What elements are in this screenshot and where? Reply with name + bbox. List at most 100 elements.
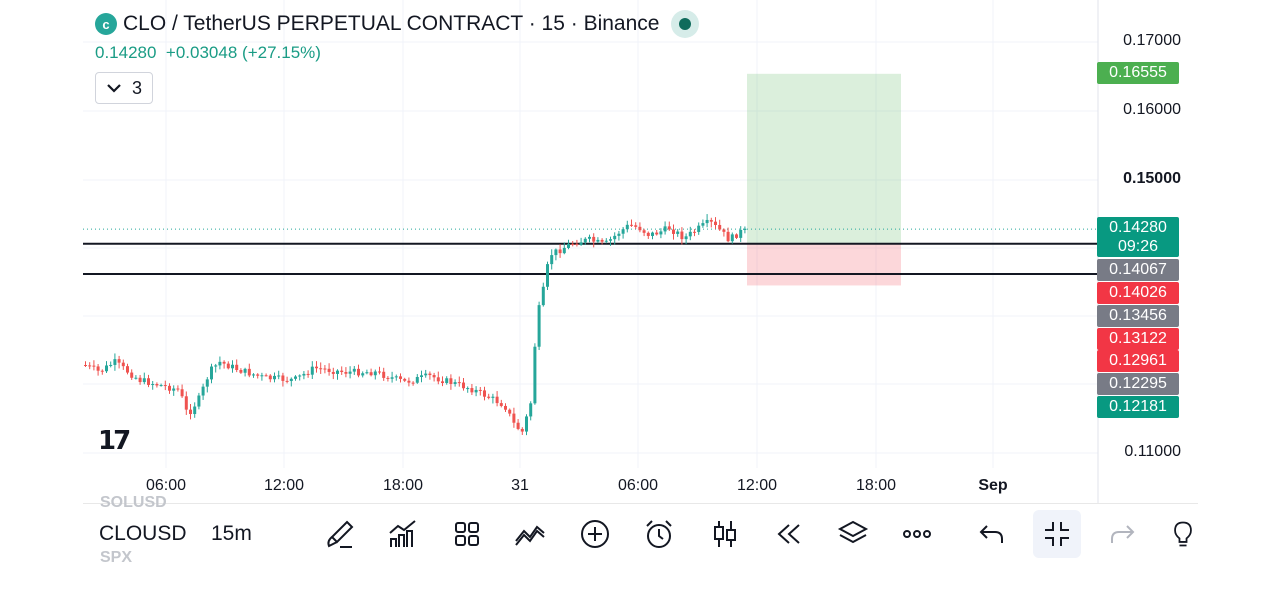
candle-body: [159, 385, 163, 387]
candle-body: [142, 378, 146, 383]
candle-body: [361, 373, 365, 376]
price-tick-label: 0.11000: [1124, 443, 1181, 460]
candle-body: [315, 366, 318, 369]
time-tick-label: 18:00: [382, 477, 424, 494]
price-tick-label: 0.15000: [1123, 170, 1181, 187]
candle-body: [285, 380, 289, 382]
price-tag-value: 0.13456: [1109, 307, 1167, 324]
candle-body: [504, 405, 507, 410]
time-tick-label: 31: [511, 477, 529, 494]
add-button[interactable]: [571, 510, 619, 558]
candle-body: [252, 374, 255, 376]
candle-body: [302, 373, 306, 376]
more-button[interactable]: [893, 510, 941, 558]
candle-body: [558, 249, 562, 254]
candle-body: [432, 375, 436, 378]
candle-body: [638, 226, 642, 231]
interval-selector[interactable]: 15m: [211, 522, 252, 545]
chart-type-button[interactable]: [701, 510, 749, 558]
candle-body: [659, 231, 663, 235]
candle-body: [201, 386, 205, 396]
symbol-selector[interactable]: CLOUSD: [99, 522, 187, 545]
candle-body: [701, 223, 705, 226]
candle-body: [205, 379, 209, 387]
drawing-tools-button[interactable]: [316, 510, 364, 558]
compare-button[interactable]: [506, 510, 554, 558]
candle-body: [667, 226, 671, 230]
chart-bars-icon: [389, 520, 416, 547]
candle-body: [92, 365, 96, 367]
candle-body: [268, 375, 272, 380]
undo-button[interactable]: [968, 510, 1016, 558]
symbol-header[interactable]: c CLO / TetherUS PERPETUAL CONTRACT · 15…: [95, 10, 700, 38]
candle-body: [672, 229, 675, 234]
candle-body: [109, 364, 113, 366]
alarm-icon: [646, 520, 672, 548]
candle-body: [651, 232, 654, 236]
candle-body: [340, 370, 344, 373]
price-tag: 0.16555: [1097, 62, 1179, 84]
candle-body: [529, 403, 533, 417]
price-tag-value: 0.14280: [1109, 219, 1167, 236]
brush-icon: [327, 520, 354, 548]
replay-button[interactable]: [764, 510, 812, 558]
time-tick-label: Sep: [978, 477, 1008, 494]
candle-body: [512, 413, 516, 423]
candle-body: [222, 361, 226, 364]
candle-body: [163, 385, 167, 387]
candle-body: [562, 247, 566, 254]
templates-button[interactable]: [443, 510, 491, 558]
alert-button[interactable]: [635, 510, 683, 558]
candle-body: [600, 239, 604, 242]
candle-body: [684, 236, 688, 240]
candle-body: [235, 364, 239, 371]
candle-body: [470, 388, 474, 393]
candle-body: [273, 375, 276, 380]
candle-body: [483, 390, 486, 397]
price-tag-value: 0.12295: [1109, 375, 1167, 392]
ghost-symbol-above: SOLUSD: [100, 494, 167, 511]
candle-body: [239, 370, 243, 373]
price-chart[interactable]: [83, 0, 1198, 503]
candles-icon: [714, 521, 736, 547]
candle-body: [210, 366, 213, 380]
candle-body: [735, 234, 738, 238]
redo-icon: [1111, 525, 1135, 543]
candle-body: [407, 380, 411, 383]
candle-body: [718, 224, 722, 230]
undo-icon: [979, 525, 1003, 543]
candle-body: [327, 368, 331, 372]
candle-body: [243, 368, 247, 373]
price-tag-value: 0.12961: [1109, 352, 1167, 369]
candle-body: [289, 378, 293, 382]
candle-body: [138, 377, 142, 383]
trend-icon: [515, 525, 545, 546]
price-tick-label: 0.17000: [1123, 32, 1181, 49]
indicators-toggle[interactable]: 3: [95, 72, 153, 104]
redo-button[interactable]: [1098, 510, 1146, 558]
candle-body: [436, 377, 440, 382]
ideas-button[interactable]: [1168, 510, 1198, 558]
candle-body: [277, 375, 281, 377]
layers-button[interactable]: [829, 510, 877, 558]
candle-body: [84, 365, 87, 366]
candle-body: [168, 385, 171, 391]
candle-body: [96, 366, 100, 371]
candle-body: [294, 376, 297, 379]
candle-body: [155, 384, 159, 386]
candle-body: [579, 242, 583, 245]
candle-body: [390, 377, 394, 379]
candle-body: [189, 409, 192, 415]
candle-body: [575, 243, 579, 245]
candle-body: [550, 255, 554, 265]
candle-body: [491, 396, 495, 398]
candle-body: [88, 365, 92, 367]
candle-body: [348, 371, 352, 374]
collapse-button[interactable]: [1033, 510, 1081, 558]
layers-icon: [837, 520, 869, 544]
candle-body: [197, 395, 201, 407]
indicators-button[interactable]: [379, 510, 427, 558]
candle-body: [634, 225, 638, 227]
candle-body: [113, 359, 117, 365]
more-icon: [903, 530, 931, 538]
